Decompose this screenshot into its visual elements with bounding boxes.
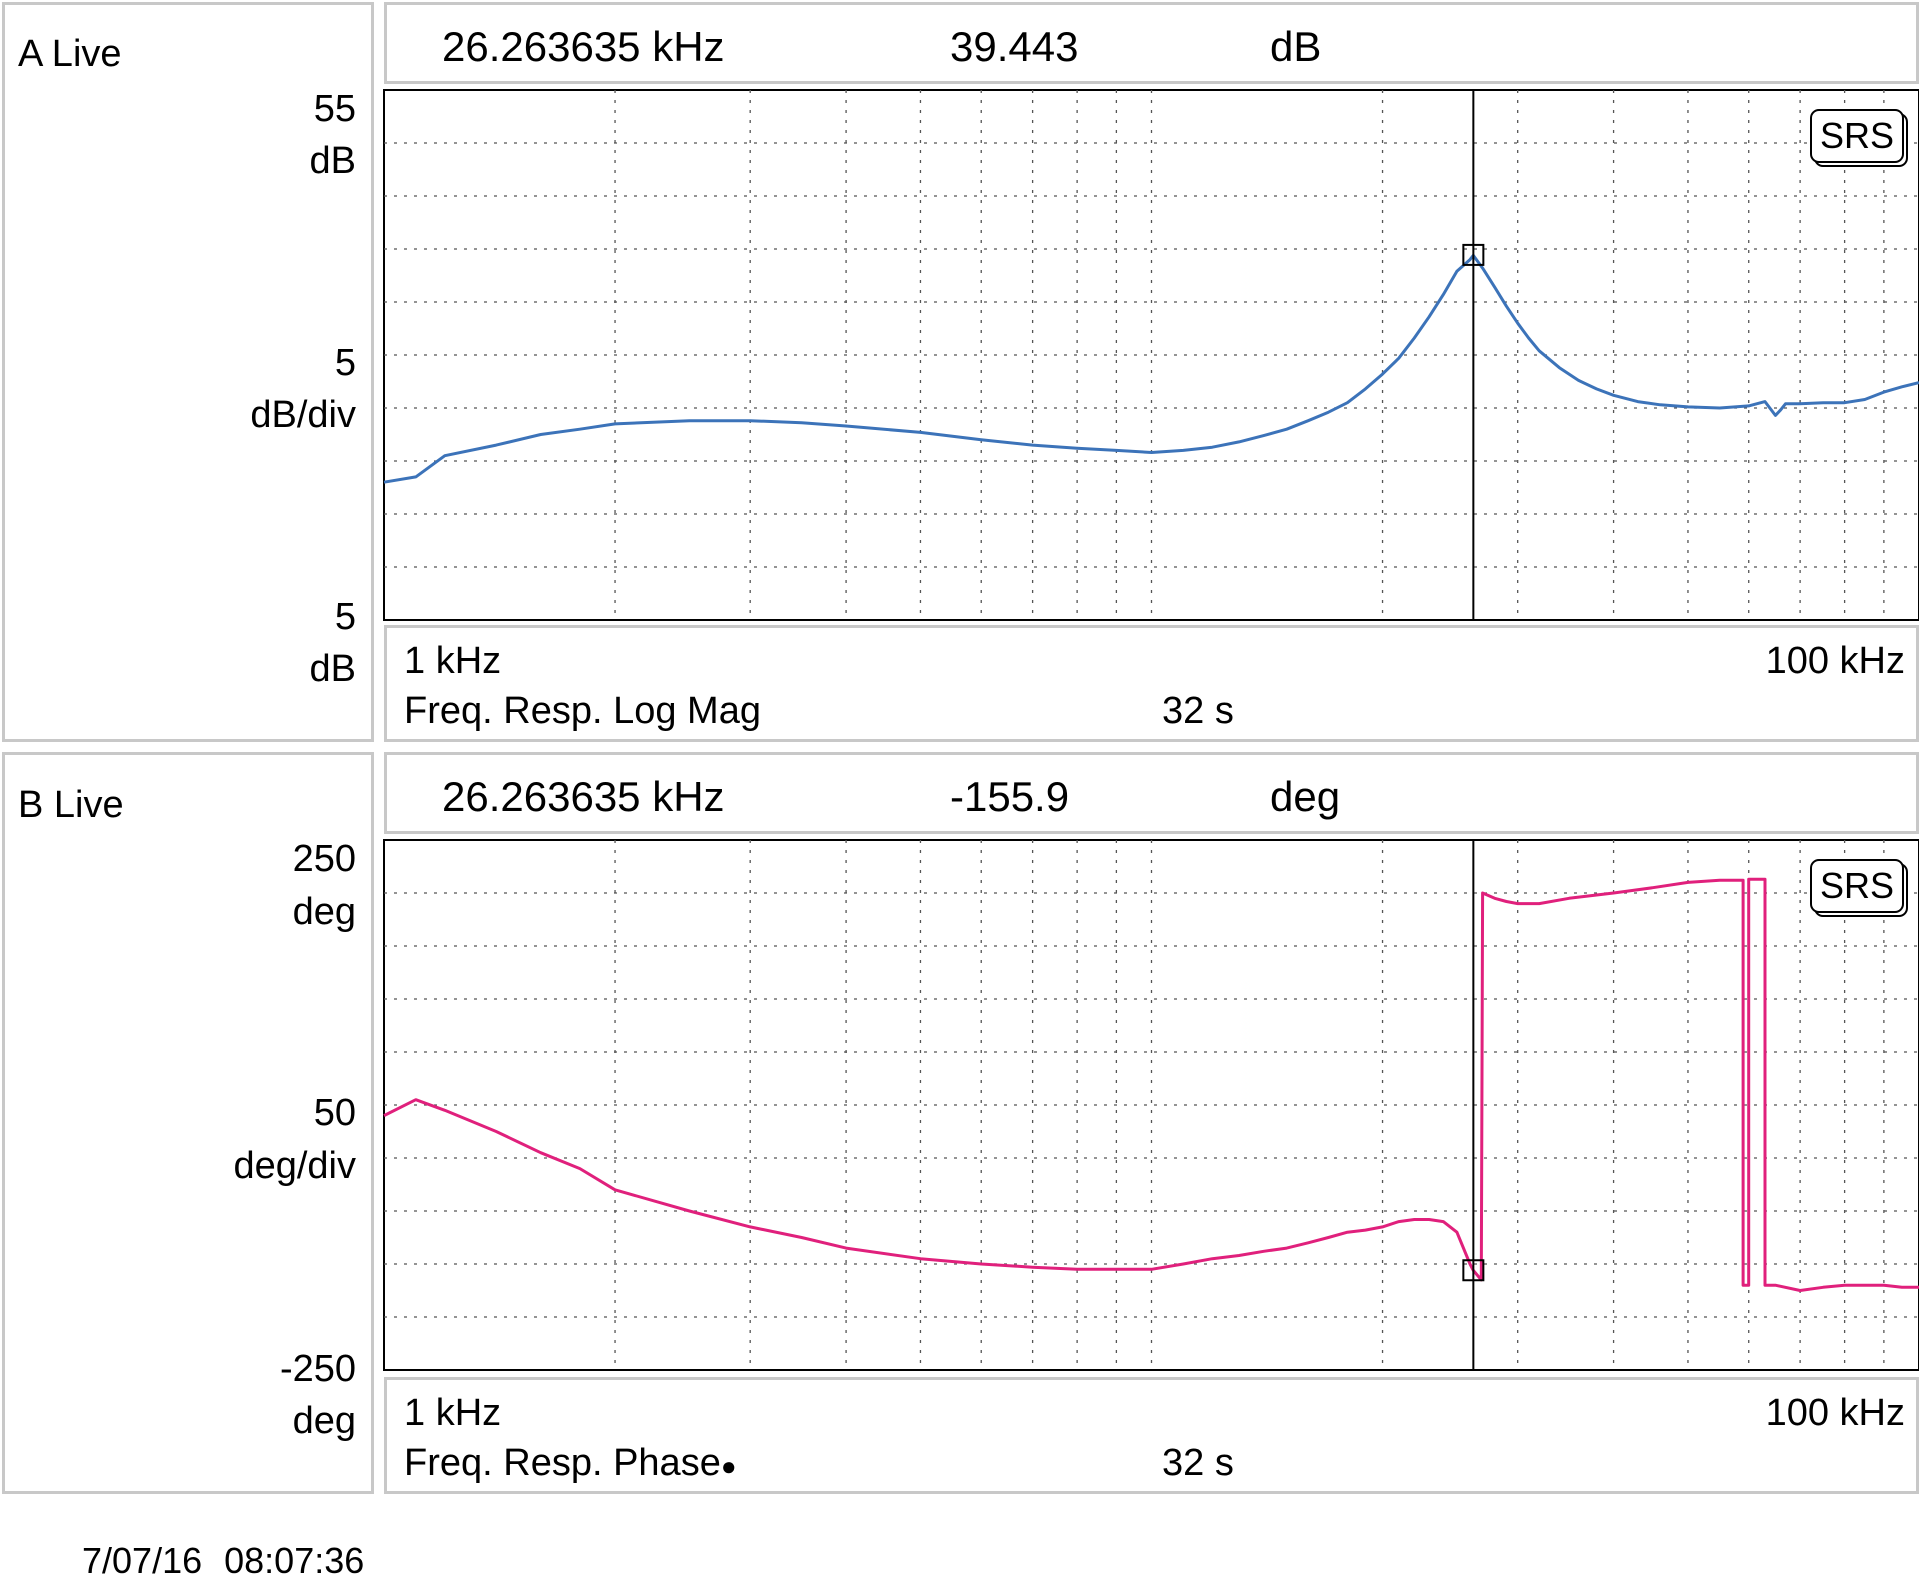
panel-b-marker-unit: deg bbox=[1270, 773, 1341, 820]
panel-a-marker-unit: dB bbox=[1270, 23, 1322, 70]
panel-b-header-frame bbox=[384, 752, 1919, 834]
panel-a-y-top-unit: dB bbox=[309, 140, 356, 182]
panel-b-badge-box bbox=[1810, 859, 1904, 913]
panel-a-badge-box bbox=[1810, 109, 1904, 163]
panel-a-badge-text: SRS bbox=[1820, 115, 1894, 156]
panel-a-y-mid-unit: dB/div bbox=[250, 394, 356, 436]
panel-a-y-top-label: 55 bbox=[313, 88, 356, 130]
panel-b-x-end-label: 100 kHz bbox=[1765, 1392, 1905, 1434]
panel-a-marker-value: 39.443 bbox=[950, 23, 1079, 70]
panel-b-y-bottom-unit: deg bbox=[292, 1400, 356, 1442]
panel-b-marker-value: -155.9 bbox=[950, 773, 1070, 820]
panel-b-badge-text: SRS bbox=[1820, 865, 1894, 906]
panel-b-measurement-text: Freq. Resp. Phase bbox=[404, 1442, 721, 1484]
panel-a-time: 32 s bbox=[1162, 690, 1234, 732]
timestamp-date: 7/07/16 bbox=[82, 1540, 203, 1581]
panel-b-marker-freq: 26.263635 kHz bbox=[442, 773, 725, 820]
panel-b-y-top-label: 250 bbox=[292, 838, 356, 880]
timestamp: 7/07/16 08:07:36 bbox=[82, 1540, 364, 1582]
panel-a-footer-frame bbox=[384, 625, 1919, 742]
panel-a-x-start-label: 1 kHz bbox=[404, 640, 502, 682]
panel-a-y-mid-label: 5 bbox=[334, 342, 356, 384]
panel-b-y-bottom-label: -250 bbox=[279, 1348, 356, 1390]
panel-a-trace bbox=[383, 253, 1919, 484]
timestamp-time: 08:07:36 bbox=[224, 1540, 365, 1581]
panel-a-marker-freq: 26.263635 kHz bbox=[442, 23, 725, 70]
panel-b-side-frame bbox=[2, 752, 374, 1494]
panel-b-footer-frame bbox=[384, 1377, 1919, 1494]
panel-a-x-end-label: 100 kHz bbox=[1765, 640, 1905, 682]
panel-b-y-mid-label: 50 bbox=[313, 1092, 356, 1134]
panel-b-y-top-unit: deg bbox=[292, 891, 356, 933]
panel-a-header-frame bbox=[384, 2, 1919, 84]
panel-a-side-frame bbox=[2, 2, 374, 742]
panel-b-y-mid-unit: deg/div bbox=[233, 1145, 356, 1187]
panel-a-y-bottom-unit: dB bbox=[309, 648, 356, 690]
panel-a-label: A Live bbox=[18, 33, 122, 75]
panel-b-marker-box bbox=[1462, 1259, 1485, 1282]
panel-b-measurement: Freq. Resp. Phase● bbox=[404, 1444, 737, 1482]
panel-a-marker-box bbox=[1462, 243, 1485, 266]
panel-a-y-bottom-label: 5 bbox=[334, 596, 356, 638]
panel-b-measurement-dot: ● bbox=[720, 1451, 737, 1481]
panel-a-measurement: Freq. Resp. Log Mag bbox=[404, 690, 761, 732]
panel-b-label: B Live bbox=[18, 784, 124, 826]
panel-b-x-start-label: 1 kHz bbox=[404, 1392, 502, 1434]
panel-b-time: 32 s bbox=[1162, 1442, 1234, 1484]
panel-b-trace bbox=[383, 877, 1919, 1292]
